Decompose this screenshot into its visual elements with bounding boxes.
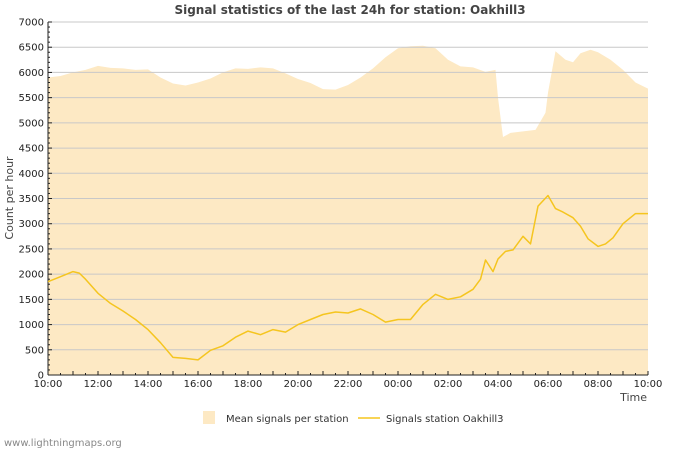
x-axis-label: Time (619, 391, 647, 404)
y-tick-label: 2000 (19, 270, 44, 281)
plot-area (47, 21, 649, 376)
y-tick-label: 5500 (19, 93, 44, 104)
x-tick-label: 02:00 (434, 379, 463, 390)
x-tick-label: 00:00 (384, 379, 413, 390)
y-tick-label: 3000 (19, 219, 44, 230)
x-tick-label: 08:00 (584, 379, 613, 390)
y-tick-label: 4500 (19, 144, 44, 155)
x-tick-label: 18:00 (234, 379, 263, 390)
y-tick-label: 6000 (19, 68, 44, 79)
x-tick-label: 10:00 (34, 379, 63, 390)
y-tick-label: 1000 (19, 320, 44, 331)
x-tick-label: 10:00 (634, 379, 663, 390)
footer-attribution: www.lightningmaps.org (4, 438, 122, 449)
x-tick-label: 06:00 (534, 379, 563, 390)
y-tick-label: 2500 (19, 244, 44, 255)
x-axis-ticks: 10:00 12:00 14:00 16:00 18:00 20:00 22:00 00:00… (34, 379, 663, 390)
y-tick-label: 5000 (19, 118, 44, 129)
legend-label-station-signals: Signals station Oakhill3 (386, 414, 504, 425)
y-axis-ticks: 0 500 1000 1500 2000 2500 3000 3500 4000 4500 5000… (19, 18, 44, 382)
series-line-station-signals (47, 194, 648, 361)
legend-label-mean-signals: Mean signals per station (226, 414, 349, 425)
legend-swatch-mean-signals (203, 411, 215, 424)
legend: Mean signals per station Signals station… (203, 411, 504, 425)
series-area-mean-signals (48, 45, 648, 375)
y-tick-label: 1500 (19, 295, 44, 306)
x-tick-label: 22:00 (334, 379, 363, 390)
chart-title: Signal statistics of the last 24h for st… (174, 3, 525, 17)
y-tick-label: 3500 (19, 194, 44, 205)
y-tick-label: 4000 (19, 169, 44, 180)
y-tick-label: 0 (38, 371, 44, 382)
y-tick-label: 6500 (19, 43, 44, 54)
y-tick-label: 500 (25, 345, 44, 356)
x-tick-label: 12:00 (84, 379, 113, 390)
x-tick-label: 04:00 (484, 379, 513, 390)
x-tick-label: 16:00 (184, 379, 213, 390)
x-tick-label: 20:00 (284, 379, 313, 390)
x-tick-label: 14:00 (134, 379, 163, 390)
y-axis-label: Count per hour (3, 156, 16, 240)
y-tick-label: 7000 (19, 18, 44, 29)
